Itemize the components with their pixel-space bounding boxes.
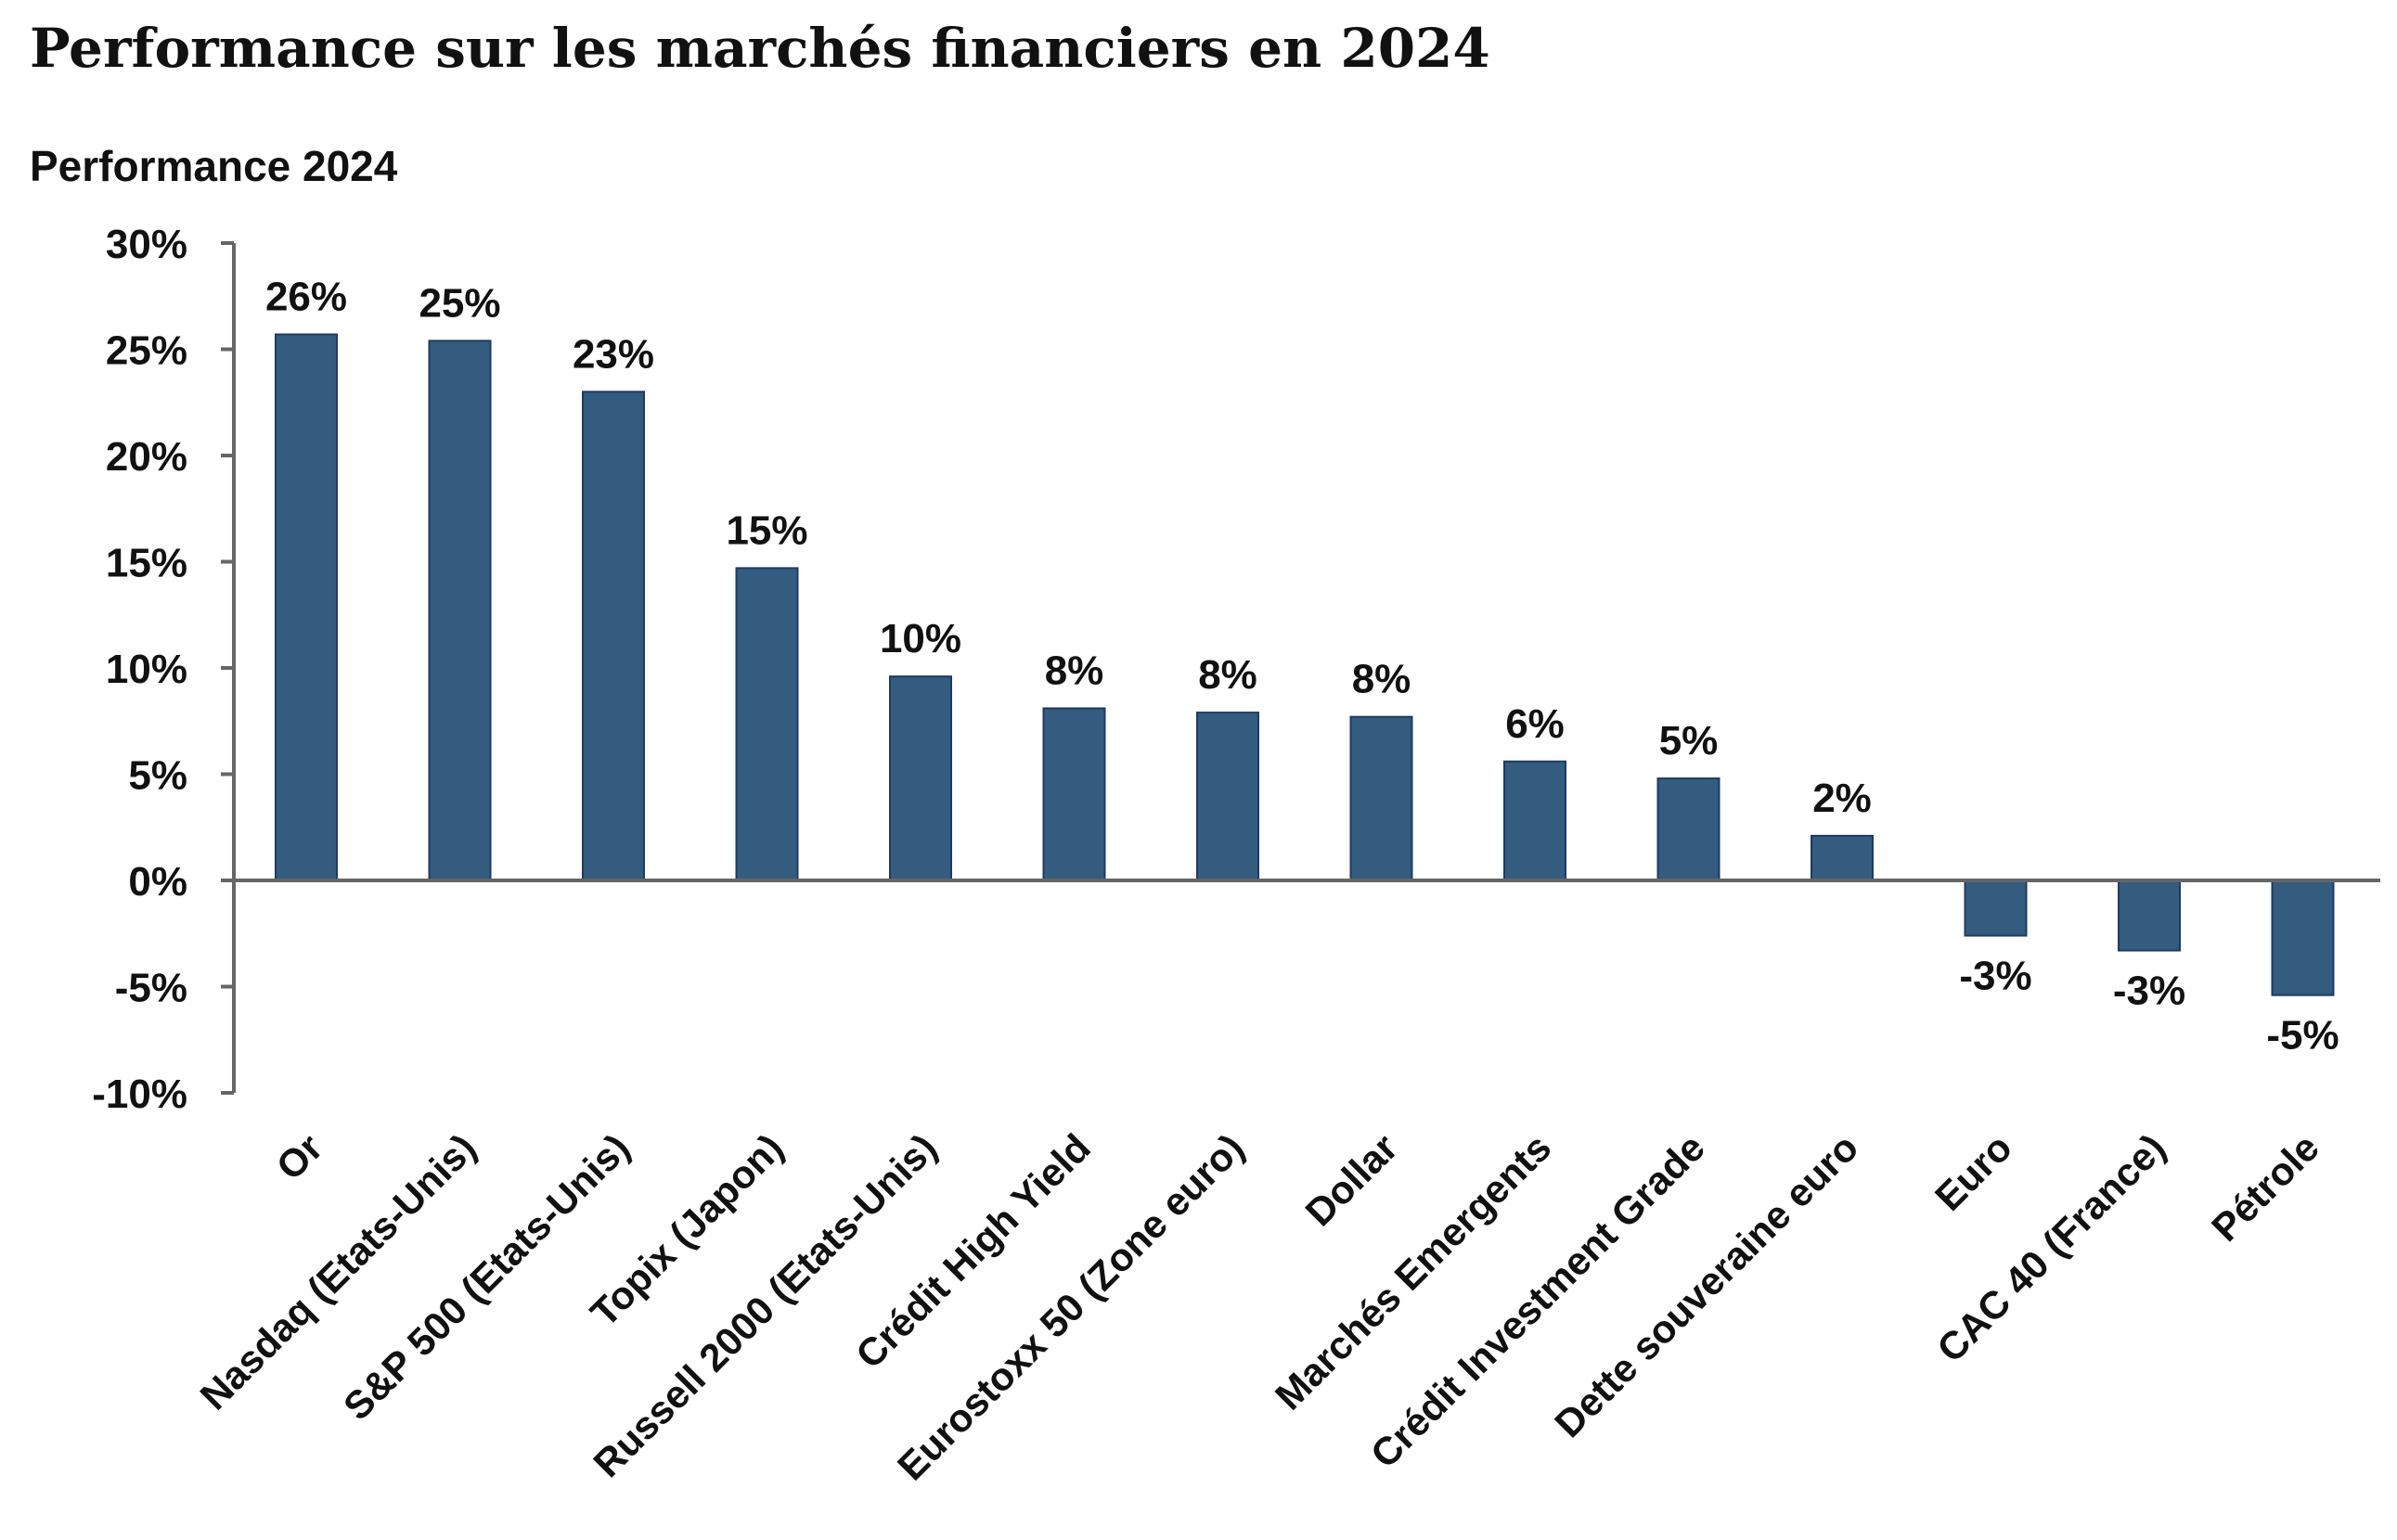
data-label: 25% bbox=[419, 280, 500, 326]
data-label: -3% bbox=[1959, 954, 2031, 999]
data-label: -3% bbox=[2113, 969, 2185, 1014]
y-tick-label: 30% bbox=[106, 222, 187, 267]
chart-subtitle: Performance 2024 bbox=[30, 142, 398, 190]
x-tick-label: S&P 500 (Etats-Unis) bbox=[335, 1125, 638, 1428]
x-tick-label: Or bbox=[267, 1125, 330, 1188]
bar bbox=[1349, 715, 1413, 881]
bar bbox=[2118, 879, 2181, 952]
y-tick-label: 5% bbox=[128, 753, 187, 799]
chart-title: Performance sur les marchés financiers e… bbox=[30, 17, 1490, 80]
x-tick-label: Dette souveraine euro bbox=[1546, 1125, 1866, 1445]
y-tick-label: -10% bbox=[92, 1072, 187, 1117]
data-label: 10% bbox=[880, 616, 961, 661]
y-tick-label: 10% bbox=[106, 647, 187, 692]
data-label: 23% bbox=[573, 331, 654, 377]
x-tick-label: Euro bbox=[1927, 1125, 2020, 1219]
bar bbox=[275, 333, 338, 882]
data-label: 8% bbox=[1352, 657, 1411, 702]
x-tick-label: Nasdaq (Etats-Unis) bbox=[191, 1125, 483, 1418]
data-label: -5% bbox=[2266, 1013, 2339, 1059]
data-label: 15% bbox=[726, 507, 807, 553]
y-tick-label: 25% bbox=[106, 328, 187, 374]
data-label: 6% bbox=[1505, 701, 1565, 747]
data-label: 5% bbox=[1659, 718, 1719, 764]
y-tick-label: 15% bbox=[106, 541, 187, 586]
bar bbox=[2271, 879, 2335, 996]
x-tick-label: Marchés Emergents bbox=[1267, 1125, 1559, 1418]
x-tick-label: Dollar bbox=[1296, 1125, 1405, 1234]
bar bbox=[1042, 707, 1106, 882]
bar bbox=[1196, 712, 1259, 882]
bar bbox=[1656, 777, 1720, 882]
data-label: 2% bbox=[1812, 776, 1872, 821]
y-tick-label: -5% bbox=[115, 966, 187, 1011]
y-tick-label: 0% bbox=[128, 859, 187, 905]
data-label: 26% bbox=[265, 274, 347, 319]
data-label: 8% bbox=[1045, 648, 1104, 694]
bar bbox=[889, 675, 952, 881]
bar bbox=[428, 340, 492, 881]
y-tick-label: 20% bbox=[106, 434, 187, 480]
bar bbox=[1811, 834, 1874, 881]
bar bbox=[1964, 879, 2028, 937]
bar bbox=[582, 391, 645, 881]
bar bbox=[735, 567, 799, 881]
x-tick-label: Pétrole bbox=[2203, 1125, 2327, 1250]
data-label: 8% bbox=[1198, 652, 1257, 698]
bar bbox=[1503, 760, 1566, 882]
